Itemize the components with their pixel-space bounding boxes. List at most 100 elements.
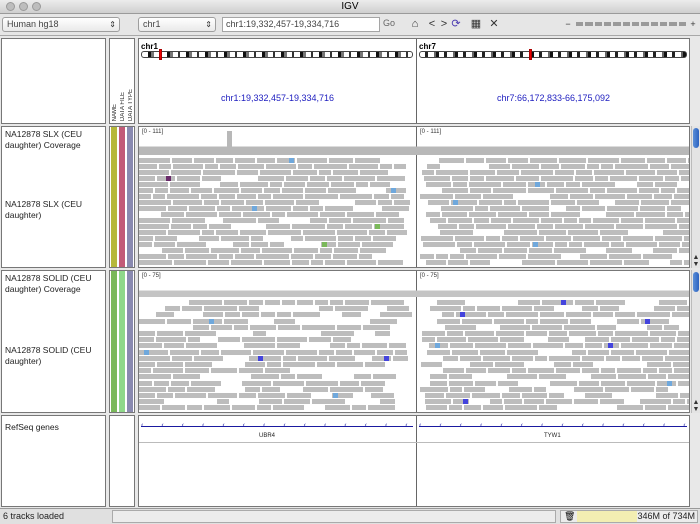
solid-datatype-attribute[interactable] [127,271,133,412]
aligned-read[interactable] [170,349,199,355]
aligned-read[interactable] [425,393,444,398]
aligned-read[interactable] [470,362,493,367]
aligned-read[interactable] [426,260,446,265]
aligned-read[interactable] [310,176,325,181]
aligned-read[interactable] [598,331,613,336]
aligned-read[interactable] [472,393,500,398]
aligned-read[interactable] [588,158,619,163]
aligned-read[interactable] [507,374,537,380]
aligned-read[interactable] [459,224,474,229]
aligned-read[interactable] [600,399,624,405]
aligned-read[interactable] [293,170,317,175]
aligned-read[interactable] [507,349,538,355]
aligned-read[interactable] [330,386,363,392]
aligned-read[interactable] [500,324,530,330]
aligned-read[interactable] [187,386,215,392]
aligned-read[interactable] [139,343,162,349]
aligned-read[interactable] [684,260,689,265]
window-controls[interactable] [6,2,41,11]
aligned-read[interactable] [335,306,368,312]
aligned-read[interactable] [155,188,168,193]
aligned-read[interactable] [297,374,322,380]
aligned-read[interactable] [216,158,233,163]
aligned-read[interactable] [243,212,270,217]
aligned-read[interactable] [422,170,434,175]
aligned-read[interactable] [580,254,607,259]
aligned-read[interactable] [292,260,309,265]
aligned-read[interactable] [283,362,315,367]
aligned-read[interactable] [373,374,396,380]
aligned-read[interactable] [240,182,268,187]
aligned-read[interactable] [442,312,454,318]
aligned-read[interactable] [189,300,222,305]
aligned-read[interactable] [395,349,407,355]
aligned-read[interactable] [167,318,191,324]
aligned-read[interactable] [199,236,219,241]
aligned-read[interactable] [238,164,264,169]
aligned-read[interactable] [185,368,209,374]
aligned-read[interactable] [498,380,518,386]
aligned-read[interactable] [594,170,624,175]
aligned-read[interactable] [617,318,639,324]
aligned-read[interactable] [217,206,230,211]
aligned-read[interactable] [231,260,262,265]
aligned-read[interactable] [242,337,275,343]
aligned-read[interactable] [303,386,328,392]
aligned-read[interactable] [168,386,185,392]
aligned-read[interactable] [528,368,554,374]
aligned-read[interactable] [512,368,526,374]
aligned-read[interactable] [535,355,547,361]
solid-name-attribute[interactable] [111,271,117,412]
aligned-read[interactable] [621,343,648,349]
aligned-read[interactable] [306,380,338,386]
aligned-read[interactable] [185,362,212,367]
aligned-read[interactable] [258,393,285,398]
aligned-read[interactable] [221,349,251,355]
aligned-read[interactable] [466,368,486,374]
aligned-read[interactable] [451,200,477,205]
aligned-read[interactable] [211,248,239,253]
aligned-read[interactable] [162,405,185,411]
aligned-read[interactable] [319,170,331,175]
aligned-read[interactable] [284,399,310,405]
aligned-read[interactable] [235,254,254,259]
aligned-read[interactable] [164,343,184,349]
aligned-read[interactable] [208,260,229,265]
aligned-read[interactable] [422,331,445,336]
aligned-read[interactable] [493,188,526,193]
aligned-read[interactable] [273,405,304,411]
aligned-read[interactable] [522,206,549,211]
aligned-read[interactable] [678,380,689,386]
aligned-read[interactable] [391,194,404,199]
aligned-read[interactable] [460,248,476,253]
aligned-read[interactable] [570,194,593,199]
aligned-read[interactable] [656,386,668,392]
aligned-read[interactable] [246,200,263,205]
aligned-read[interactable] [303,230,335,235]
aligned-read[interactable] [209,224,231,229]
aligned-read[interactable] [191,380,221,386]
aligned-read[interactable] [362,343,387,349]
aligned-read[interactable] [606,355,620,361]
aligned-read[interactable] [483,194,513,199]
gene-tyw1[interactable] [419,426,687,427]
aligned-read[interactable] [325,206,353,211]
attribute-header-name[interactable]: NAME [112,103,118,121]
aligned-read[interactable] [555,242,567,247]
aligned-read[interactable] [447,331,463,336]
aligned-read[interactable] [542,300,573,305]
aligned-read[interactable] [588,349,609,355]
aligned-read[interactable] [554,248,586,253]
aligned-read[interactable] [342,312,361,318]
aligned-read[interactable] [373,236,396,241]
aligned-read[interactable] [587,164,599,169]
aligned-read[interactable] [443,355,458,361]
aligned-read[interactable] [139,368,151,374]
aligned-read[interactable] [437,337,466,343]
aligned-read[interactable] [420,386,448,392]
aligned-read[interactable] [161,212,184,217]
aligned-read[interactable] [657,380,676,386]
zoom-in-icon[interactable]: + [690,19,696,29]
aligned-read[interactable] [139,362,155,367]
aligned-read[interactable] [260,170,291,175]
